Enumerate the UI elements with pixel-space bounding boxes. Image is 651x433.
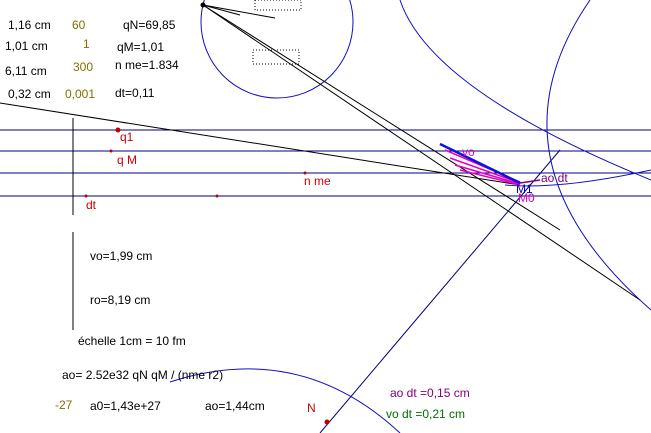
point-label: vo [462, 145, 475, 159]
point-label: dt [86, 198, 97, 212]
param-value: 1,16 cm [8, 18, 51, 32]
param-knob: 60 [72, 18, 86, 32]
point-label: M0 [518, 191, 535, 205]
point-label: N [307, 401, 316, 415]
param-result: dt=0,11 [115, 86, 155, 100]
vector-info: ao dt =0,15 cm [390, 386, 470, 400]
point-label: ao dt [541, 171, 568, 185]
point-label: M1 [516, 182, 533, 196]
param-result: qM=1,01 [117, 40, 164, 54]
point-label: n me [304, 174, 331, 188]
param-result: qN=69,85 [123, 18, 176, 32]
info: échelle 1cm = 10 fm [78, 334, 186, 348]
info: ao=1,44cm [205, 399, 265, 413]
info: a0=1,43e+27 [90, 399, 161, 413]
param-knob: 1 [83, 37, 90, 51]
param-value: 6,11 cm [5, 64, 47, 78]
param-result: n me=1.834 [115, 58, 179, 72]
info: vo=1,99 cm [90, 249, 152, 263]
param-knob: 300 [73, 60, 93, 74]
param-value: 0,32 cm [8, 87, 51, 101]
info: ao= 2.52e32 qN qM / (nme r2) [62, 368, 223, 382]
labels: 1,16 cm 60 qN=69,85 1,01 cm 1 qM=1,01 6,… [5, 18, 568, 421]
info: ro=8,19 cm [90, 293, 150, 307]
param-value: 1,01 cm [5, 39, 48, 53]
point-label: q M [117, 153, 137, 167]
info: -27 [55, 398, 73, 412]
point-label: q1 [120, 130, 134, 144]
param-knob: 0,001 [65, 87, 95, 101]
vector-info: vo dt =0,21 cm [386, 407, 465, 421]
